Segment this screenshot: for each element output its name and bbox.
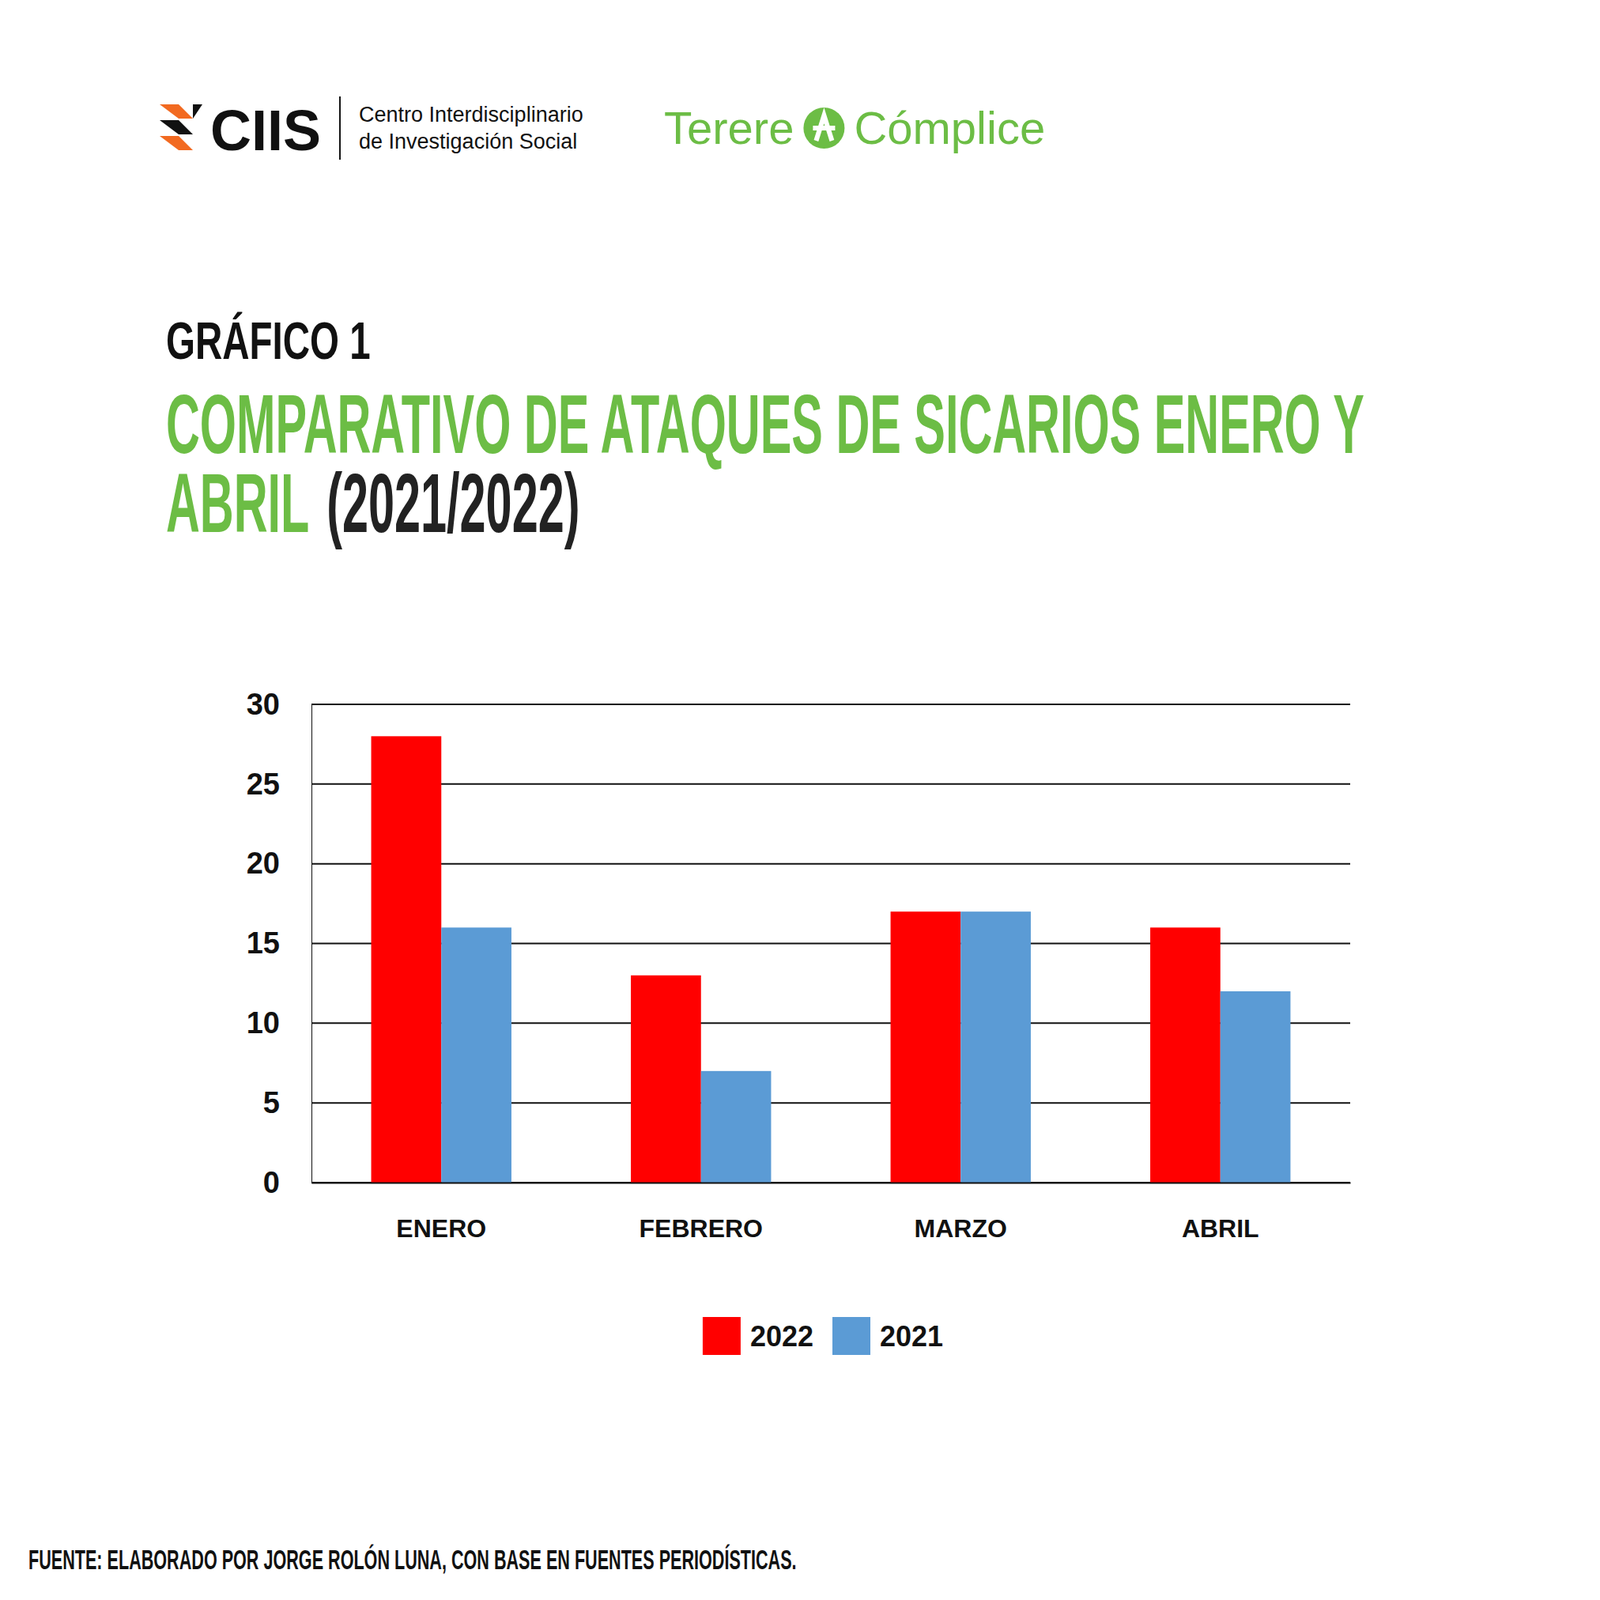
y-tick: 5 bbox=[263, 1086, 312, 1120]
bar bbox=[890, 911, 962, 1183]
source-note: FUENTE: ELABORADO POR JORGE ROLÓN LUNA, … bbox=[28, 1543, 797, 1575]
bar bbox=[630, 975, 702, 1183]
y-tick-label: 25 bbox=[246, 766, 280, 800]
y-tick: 10 bbox=[246, 1006, 312, 1040]
grid-line bbox=[311, 703, 1351, 706]
x-tick: ENERO bbox=[396, 1182, 487, 1243]
organization-name: Centro Interdisciplinario bbox=[358, 102, 584, 127]
partner-icon bbox=[812, 115, 835, 141]
y-axis-line bbox=[311, 705, 313, 1184]
y-tick-label: 30 bbox=[246, 687, 280, 721]
grid-line bbox=[311, 863, 1351, 865]
legend-label: 2021 bbox=[879, 1320, 944, 1353]
y-axis: 0 5 10 15 20 25 30 bbox=[246, 687, 313, 1200]
partner-name: Cómplice bbox=[853, 101, 1046, 154]
chart-subtitle: (2021/2022) bbox=[326, 456, 580, 550]
grid-line bbox=[311, 783, 1351, 785]
chart-label: GRÁFICO 1 bbox=[166, 311, 371, 370]
x-tick: ABRIL bbox=[1181, 1182, 1260, 1243]
bars bbox=[371, 735, 1291, 1183]
header: CIIS Centro Interdisciplinariode Investig… bbox=[159, 96, 1046, 163]
x-tick-label: MARZO bbox=[914, 1214, 1008, 1243]
x-tick: FEBRERO bbox=[639, 1182, 763, 1243]
y-tick: 25 bbox=[246, 766, 312, 800]
logo-icon bbox=[159, 120, 193, 135]
legend-item: 2022 bbox=[702, 1316, 814, 1355]
x-tick: MARZO bbox=[914, 1182, 1008, 1243]
bar bbox=[701, 1071, 772, 1183]
y-tick: 30 bbox=[246, 687, 312, 721]
y-tick: 15 bbox=[246, 926, 312, 960]
legend-swatch bbox=[702, 1316, 741, 1355]
y-tick-label: 5 bbox=[263, 1086, 280, 1120]
legend-item: 2021 bbox=[832, 1316, 944, 1355]
legend-label: 2022 bbox=[750, 1320, 814, 1353]
bar bbox=[960, 911, 1031, 1183]
bar bbox=[1150, 927, 1221, 1183]
chart-title: ABRIL bbox=[166, 456, 310, 550]
legend-swatch bbox=[832, 1316, 871, 1355]
x-tick-label: ENERO bbox=[396, 1214, 487, 1243]
organization-name: de Investigación Social bbox=[358, 129, 578, 154]
logo-icon bbox=[159, 104, 193, 119]
logo-icon bbox=[192, 104, 203, 119]
y-tick-label: 10 bbox=[246, 1006, 280, 1040]
x-axis-line bbox=[312, 1182, 1351, 1185]
partner-icon bbox=[803, 107, 845, 149]
grid bbox=[311, 704, 1351, 1183]
x-axis: ENERO FEBRERO MARZO ABRIL bbox=[312, 1182, 1351, 1243]
x-tick-label: FEBRERO bbox=[639, 1214, 763, 1243]
bar bbox=[441, 927, 512, 1183]
logo-divider bbox=[339, 96, 341, 160]
chart-page: CIIS Centro Interdisciplinariode Investig… bbox=[0, 0, 1600, 1600]
y-tick-label: 15 bbox=[246, 926, 280, 960]
y-tick: 20 bbox=[246, 846, 312, 880]
y-tick-label: 20 bbox=[246, 846, 280, 880]
logo-icon bbox=[159, 135, 193, 151]
y-tick-label: 0 bbox=[263, 1166, 280, 1200]
y-tick: 0 bbox=[263, 1166, 312, 1200]
logo-text: CIIS bbox=[210, 98, 321, 163]
legend: 2022 2021 bbox=[702, 1316, 944, 1355]
bar bbox=[371, 735, 442, 1183]
bar bbox=[1220, 991, 1291, 1183]
x-tick-label: ABRIL bbox=[1181, 1214, 1260, 1243]
partner-name: Terere bbox=[664, 101, 794, 154]
